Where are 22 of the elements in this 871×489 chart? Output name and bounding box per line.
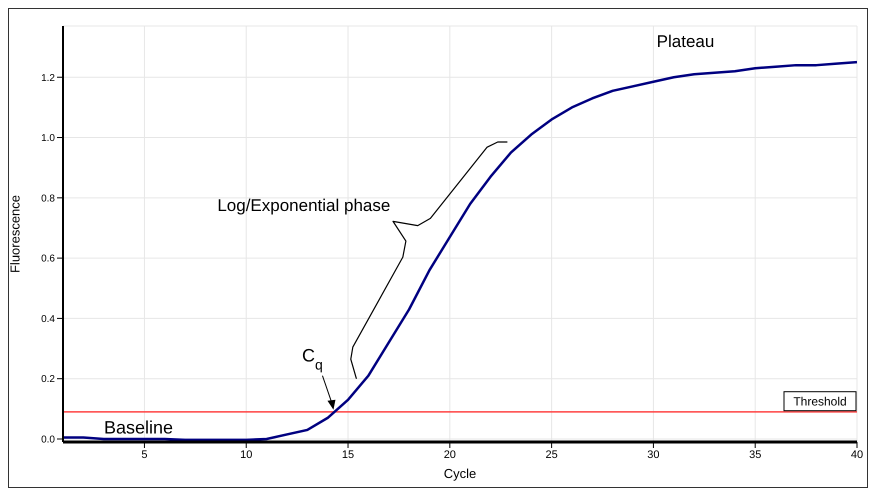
x-tick-label: 5 xyxy=(141,448,148,461)
y-tick-label: 0.6 xyxy=(41,254,56,265)
y-tick-label: 0.2 xyxy=(41,374,56,386)
x-tick-label: 30 xyxy=(647,448,660,461)
ref-line-label: Threshold xyxy=(793,394,847,409)
annotation: Plateau xyxy=(656,32,714,52)
y-axis-title: Fluorescence xyxy=(8,194,23,274)
y-tick-label: 1.0 xyxy=(41,133,56,144)
annotation: Log/Exponential phase xyxy=(217,196,390,215)
y-tick-label: 0.8 xyxy=(41,193,56,204)
x-tick-label: 15 xyxy=(342,448,354,461)
x-tick-label: 20 xyxy=(444,448,456,461)
x-tick-label: 10 xyxy=(240,448,252,461)
x-tick-label: 25 xyxy=(545,448,558,461)
y-tick-label: 0.4 xyxy=(41,314,56,325)
annotation: Baseline xyxy=(104,417,174,438)
x-tick-label: 40 xyxy=(850,448,864,461)
x-axis-title: Cycle xyxy=(444,466,476,481)
y-tick-label: 0.0 xyxy=(41,434,56,446)
x-tick-label: 35 xyxy=(749,448,762,461)
annotation: C$_{q}$ xyxy=(302,346,323,373)
y-tick-label: 1.2 xyxy=(41,72,56,84)
